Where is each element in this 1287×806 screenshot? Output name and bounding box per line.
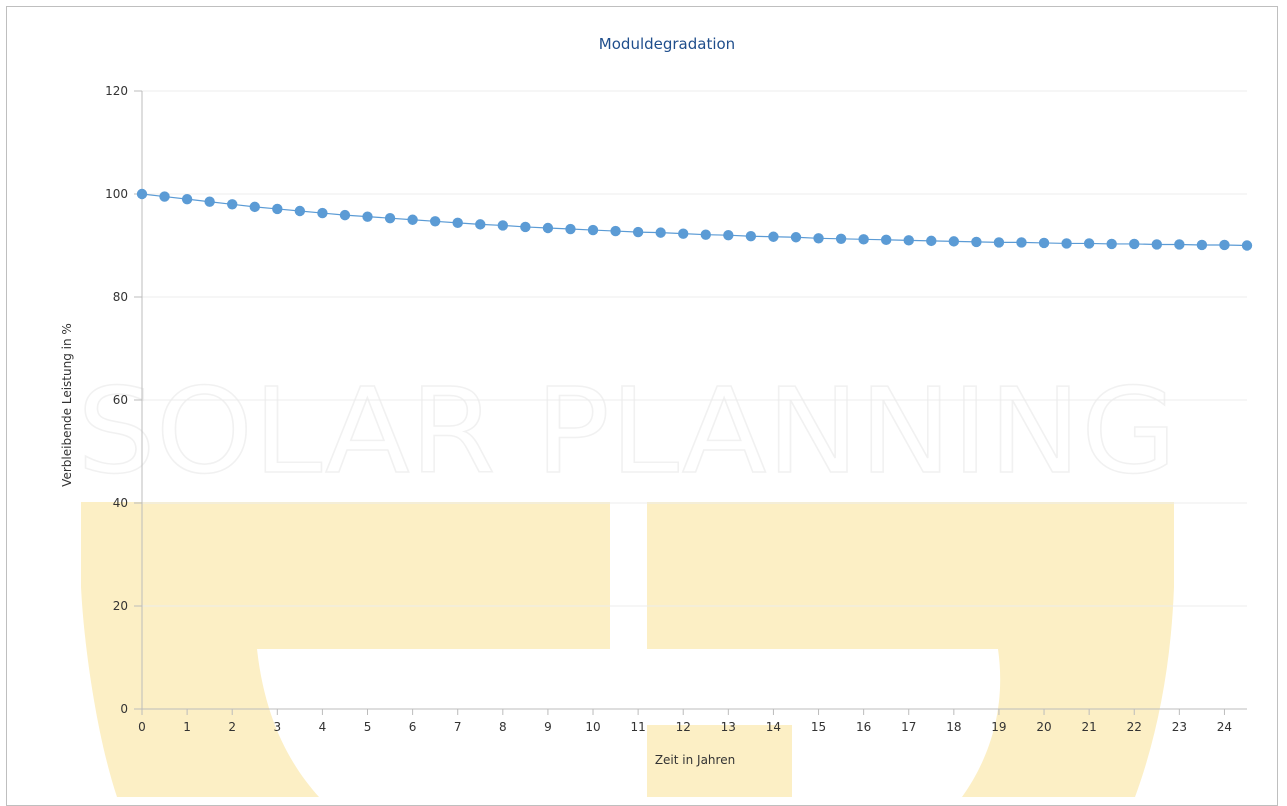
y-tick-label: 100 [105, 187, 128, 201]
data-point[interactable] [475, 219, 486, 230]
data-point[interactable] [1151, 239, 1162, 250]
data-point[interactable] [136, 188, 148, 200]
data-point[interactable] [429, 216, 441, 227]
x-tick-label: 23 [1172, 720, 1187, 734]
data-point[interactable] [655, 227, 666, 238]
data-point[interactable] [632, 226, 644, 238]
data-point[interactable] [317, 207, 328, 219]
data-point[interactable] [1038, 237, 1050, 249]
grid-lines [142, 90, 1247, 607]
x-tick-label: 22 [1127, 720, 1142, 734]
data-point[interactable] [1061, 238, 1072, 249]
x-tick-label: 11 [630, 720, 645, 734]
y-tick-label: 40 [113, 496, 128, 510]
data-point[interactable] [1106, 238, 1117, 250]
data-point[interactable] [926, 235, 937, 247]
y-axis-label: Verbleibende Leistung in % [60, 323, 74, 487]
data-point[interactable] [159, 191, 170, 202]
x-tick-label: 7 [454, 720, 462, 734]
x-tick-label: 14 [766, 720, 781, 734]
data-point[interactable] [294, 205, 306, 217]
solar-planning-watermark: SOLAR PLANNING [76, 361, 1178, 797]
x-tick-label: 9 [544, 720, 552, 734]
x-tick-label: 19 [991, 720, 1006, 734]
data-point[interactable] [723, 230, 734, 241]
data-point[interactable] [339, 209, 351, 221]
data-point[interactable] [452, 217, 463, 229]
x-tick-label: 12 [676, 720, 691, 734]
data-point[interactable] [1241, 240, 1253, 251]
data-point[interactable] [227, 199, 238, 210]
data-point[interactable] [1219, 239, 1230, 251]
x-tick-label: 0 [138, 720, 146, 734]
x-tick-label: 4 [319, 720, 327, 734]
x-tick-label: 8 [499, 720, 507, 734]
data-point[interactable] [1174, 239, 1185, 250]
watermark-shape-right [647, 502, 1174, 797]
x-tick-labels: 0 1 2 3 4 5 6 7 8 9 10 11 12 13 14 15 16 17 18 19 20 21 22 23 24 [138, 720, 1232, 734]
data-point[interactable] [858, 234, 869, 245]
data-point[interactable] [587, 224, 599, 236]
data-point[interactable] [678, 228, 689, 239]
x-tick-label: 20 [1036, 720, 1051, 734]
watermark-text: SOLAR PLANNING [77, 362, 1177, 500]
y-tick-label: 80 [113, 290, 128, 304]
data-point[interactable] [1129, 238, 1140, 250]
x-tick-label: 24 [1217, 720, 1232, 734]
data-point[interactable] [407, 214, 418, 225]
x-tick-label: 10 [585, 720, 600, 734]
data-point[interactable] [971, 236, 982, 248]
watermark-shape-center [647, 725, 792, 797]
data-point[interactable] [181, 193, 193, 205]
data-point[interactable] [790, 232, 802, 243]
chart-title: Moduldegradation [599, 35, 735, 53]
data-point[interactable] [700, 229, 711, 240]
x-tick-label: 6 [409, 720, 417, 734]
data-point[interactable] [1196, 239, 1208, 251]
x-tick-label: 2 [228, 720, 236, 734]
x-tick-label: 3 [273, 720, 281, 734]
data-point[interactable] [1016, 237, 1027, 248]
data-point[interactable] [768, 231, 779, 242]
data-point[interactable] [880, 234, 892, 246]
data-point[interactable] [610, 225, 621, 237]
x-tick-label: 18 [946, 720, 961, 734]
data-point[interactable] [520, 221, 531, 233]
data-point[interactable] [835, 233, 847, 245]
x-tick-label: 5 [364, 720, 372, 734]
data-point[interactable] [993, 237, 1005, 248]
y-tick-label: 120 [105, 84, 128, 98]
x-tick-label: 13 [721, 720, 736, 734]
data-point[interactable] [384, 213, 396, 224]
data-point[interactable] [272, 203, 283, 215]
x-tick-label: 16 [856, 720, 871, 734]
data-point[interactable] [745, 231, 757, 242]
data-point[interactable] [948, 236, 960, 247]
series-degradation [136, 188, 1253, 251]
y-tick-labels: 0 20 40 60 80 100 120 [105, 84, 128, 716]
series-line [141, 193, 1248, 247]
y-tick-label: 20 [113, 599, 128, 613]
data-point[interactable] [903, 235, 914, 246]
x-tick-label: 15 [811, 720, 826, 734]
x-axis-label: Zeit in Jahren [655, 753, 735, 767]
data-point[interactable] [204, 196, 215, 207]
y-tick-label: 60 [113, 393, 128, 407]
data-point[interactable] [249, 201, 260, 213]
data-point[interactable] [565, 223, 576, 235]
x-tick-label: 17 [901, 720, 916, 734]
data-point[interactable] [1083, 238, 1095, 249]
data-point[interactable] [497, 220, 509, 231]
y-tick-label: 0 [120, 702, 128, 716]
x-tick-label: 21 [1082, 720, 1097, 734]
data-point[interactable] [813, 233, 824, 244]
x-tick-label: 1 [183, 720, 191, 734]
watermark-shape-left [81, 502, 610, 797]
data-point[interactable] [362, 211, 373, 222]
data-point[interactable] [542, 222, 554, 234]
